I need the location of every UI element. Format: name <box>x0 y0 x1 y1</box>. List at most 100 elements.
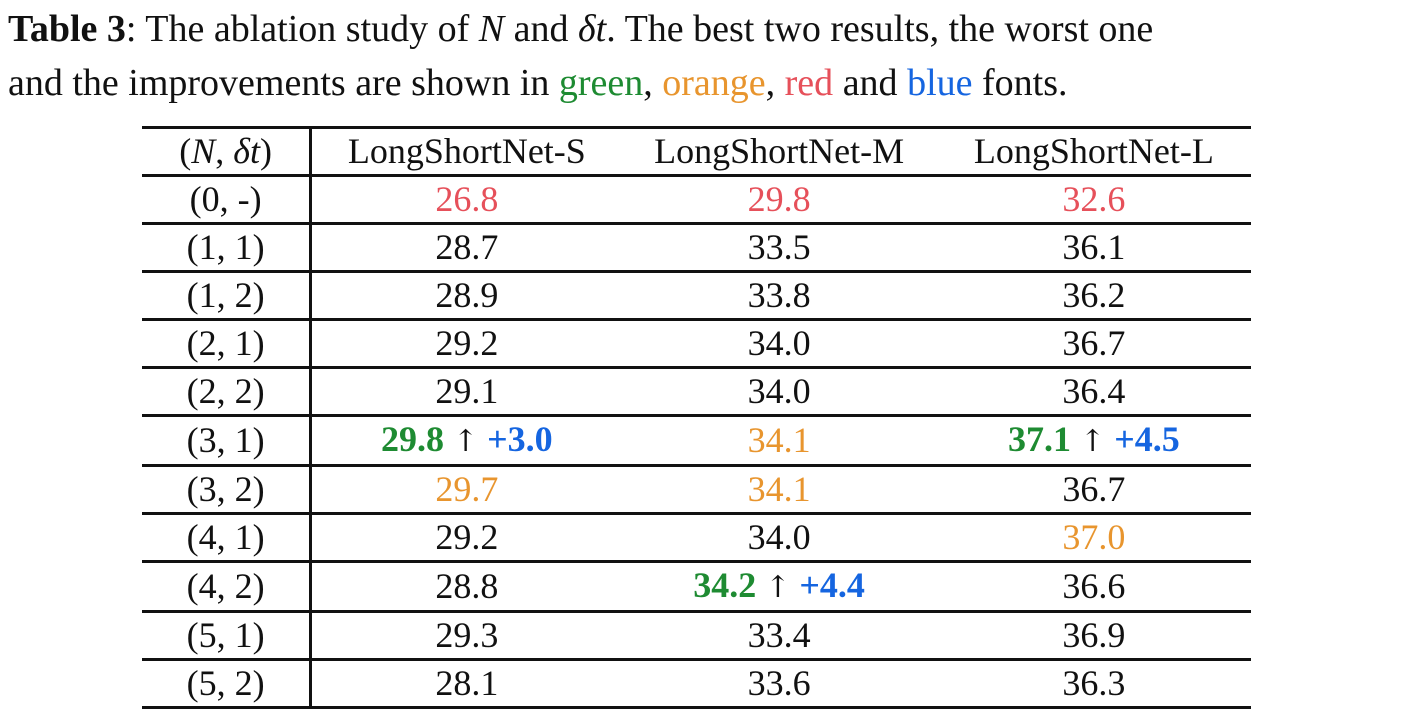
value-cell-l: 36.7 <box>936 319 1251 369</box>
cell-value: 28.7 <box>435 227 499 267</box>
value-cell-l: 37.1 ↑ +4.5 <box>936 415 1251 467</box>
table-row: (2, 1) 29.2 34.0 36.7 <box>142 319 1251 369</box>
cell-value: 36.7 <box>1062 469 1126 509</box>
row-key-cell: (1, 1) <box>142 223 313 273</box>
cell-value: 29.8 <box>747 179 811 219</box>
value-cell-l: 32.6 <box>936 175 1251 225</box>
cell-value: 33.4 <box>747 615 811 655</box>
cell-value: 29.7 <box>435 469 499 509</box>
value-cell-s: 28.9 <box>310 271 622 321</box>
caption-line-1: Table 3: The ablation study of N and δt.… <box>8 2 1408 56</box>
cell-value: 28.8 <box>435 566 499 606</box>
cell-value: 34.0 <box>747 517 811 557</box>
cell-value: 29.8 <box>381 419 444 459</box>
table-row: (2, 2) 29.1 34.0 36.4 <box>142 367 1251 417</box>
value-cell-l: 37.0 <box>936 513 1251 563</box>
table-body: (0, -) 26.8 29.8 32.6 (1, 1) 28.7 33.5 36.1 (1, … <box>142 175 1251 709</box>
row-key-cell: (3, 2) <box>142 465 313 515</box>
row-key-cell: (4, 2) <box>142 561 313 613</box>
cell-value: 34.1 <box>747 420 811 460</box>
table-row: (1, 1) 28.7 33.5 36.1 <box>142 223 1251 273</box>
value-cell-l: 36.4 <box>936 367 1251 417</box>
caption-text-2: . The best two results, the worst one <box>606 8 1154 50</box>
header-longshortnet-l: LongShortNet-L <box>936 126 1251 177</box>
value-cell-s: 28.7 <box>310 223 622 273</box>
cell-value: 36.7 <box>1062 323 1126 363</box>
header-key-open: ( <box>179 131 192 171</box>
cell-value: 29.2 <box>435 323 499 363</box>
value-cell-s: 28.8 <box>310 561 622 613</box>
up-arrow-icon: ↑ <box>765 570 791 605</box>
cell-value: 36.2 <box>1062 275 1126 315</box>
value-cell-m: 34.0 <box>621 319 937 369</box>
cell-value: 36.3 <box>1062 663 1126 703</box>
row-key-cell: (1, 2) <box>142 271 313 321</box>
value-cell-l: 36.6 <box>936 561 1251 613</box>
value-cell-s: 29.2 <box>310 513 622 563</box>
header-key-dt: δt <box>233 131 260 171</box>
row-key-cell: (0, -) <box>142 175 313 225</box>
cell-value: 33.5 <box>747 227 811 267</box>
row-key-cell: (3, 1) <box>142 415 313 467</box>
value-cell-m: 34.1 <box>621 415 937 467</box>
caption-text-and-2: and <box>833 62 908 104</box>
value-cell-s: 29.2 <box>310 319 622 369</box>
improvement-value: +3.0 <box>487 419 553 459</box>
caption-text-and: and <box>504 8 579 50</box>
value-cell-m: 33.6 <box>621 659 937 709</box>
caption-text-end: fonts. <box>972 62 1068 104</box>
value-cell-m: 34.0 <box>621 513 937 563</box>
value-cell-s: 28.1 <box>310 659 622 709</box>
value-cell-l: 36.2 <box>936 271 1251 321</box>
table-row: (5, 1) 29.3 33.4 36.9 <box>142 611 1251 661</box>
cell-value: 28.1 <box>435 663 499 703</box>
cell-value: 29.3 <box>435 615 499 655</box>
header-longshortnet-s: LongShortNet-S <box>310 126 622 177</box>
header-key-n: N <box>191 131 216 171</box>
up-arrow-icon: ↑ <box>1080 424 1106 459</box>
value-cell-l: 36.3 <box>936 659 1251 709</box>
row-key-cell: (5, 2) <box>142 659 313 709</box>
table-row: (4, 2) 28.8 34.2 ↑ +4.4 36.6 <box>142 561 1251 613</box>
improvement-value: +4.4 <box>799 565 865 605</box>
caption-text-3: and the improvements are shown in <box>8 62 559 104</box>
value-cell-s: 29.8 ↑ +3.0 <box>310 415 622 467</box>
cell-value: 36.9 <box>1062 615 1126 655</box>
row-key-cell: (5, 1) <box>142 611 313 661</box>
ablation-table: (N, δt) LongShortNet-S LongShortNet-M Lo… <box>142 126 1251 709</box>
cell-value: 34.2 <box>693 565 757 605</box>
header-longshortnet-m: LongShortNet-M <box>621 126 937 177</box>
table-row: (4, 1) 29.2 34.0 37.0 <box>142 513 1251 563</box>
value-cell-m: 29.8 <box>621 175 937 225</box>
cell-value: 29.2 <box>435 517 499 557</box>
value-cell-m: 34.1 <box>621 465 937 515</box>
cell-value: 34.1 <box>747 469 811 509</box>
value-cell-m: 33.8 <box>621 271 937 321</box>
table-row: (3, 2) 29.7 34.1 36.7 <box>142 465 1251 515</box>
table-header-row: (N, δt) LongShortNet-S LongShortNet-M Lo… <box>142 126 1251 177</box>
value-cell-s: 29.3 <box>310 611 622 661</box>
row-key-cell: (2, 1) <box>142 319 313 369</box>
caption-comma-2: , <box>765 62 785 104</box>
caption-colon: : <box>125 8 137 50</box>
table-row: (3, 1) 29.8 ↑ +3.0 34.1 37.1 ↑ +4.5 <box>142 415 1251 467</box>
cell-value: 29.1 <box>435 371 499 411</box>
cell-value: 36.4 <box>1062 371 1126 411</box>
caption-symbol-dt: δt <box>578 8 607 50</box>
value-cell-s: 26.8 <box>310 175 622 225</box>
value-cell-l: 36.7 <box>936 465 1251 515</box>
table-row: (1, 2) 28.9 33.8 36.2 <box>142 271 1251 321</box>
cell-value: 37.1 <box>1008 419 1072 459</box>
caption-line-2: and the improvements are shown in green,… <box>8 56 1408 110</box>
row-key-cell: (4, 1) <box>142 513 313 563</box>
table-row: (5, 2) 28.1 33.6 36.3 <box>142 659 1251 709</box>
cell-value: 26.8 <box>435 179 499 219</box>
value-cell-m: 33.4 <box>621 611 937 661</box>
cell-value: 36.1 <box>1062 227 1126 267</box>
value-cell-s: 29.1 <box>310 367 622 417</box>
cell-value: 28.9 <box>435 275 499 315</box>
header-key-close: ) <box>259 131 272 171</box>
value-cell-m: 34.2 ↑ +4.4 <box>621 561 937 613</box>
improvement-value: +4.5 <box>1114 419 1180 459</box>
caption-word-red: red <box>784 62 834 104</box>
